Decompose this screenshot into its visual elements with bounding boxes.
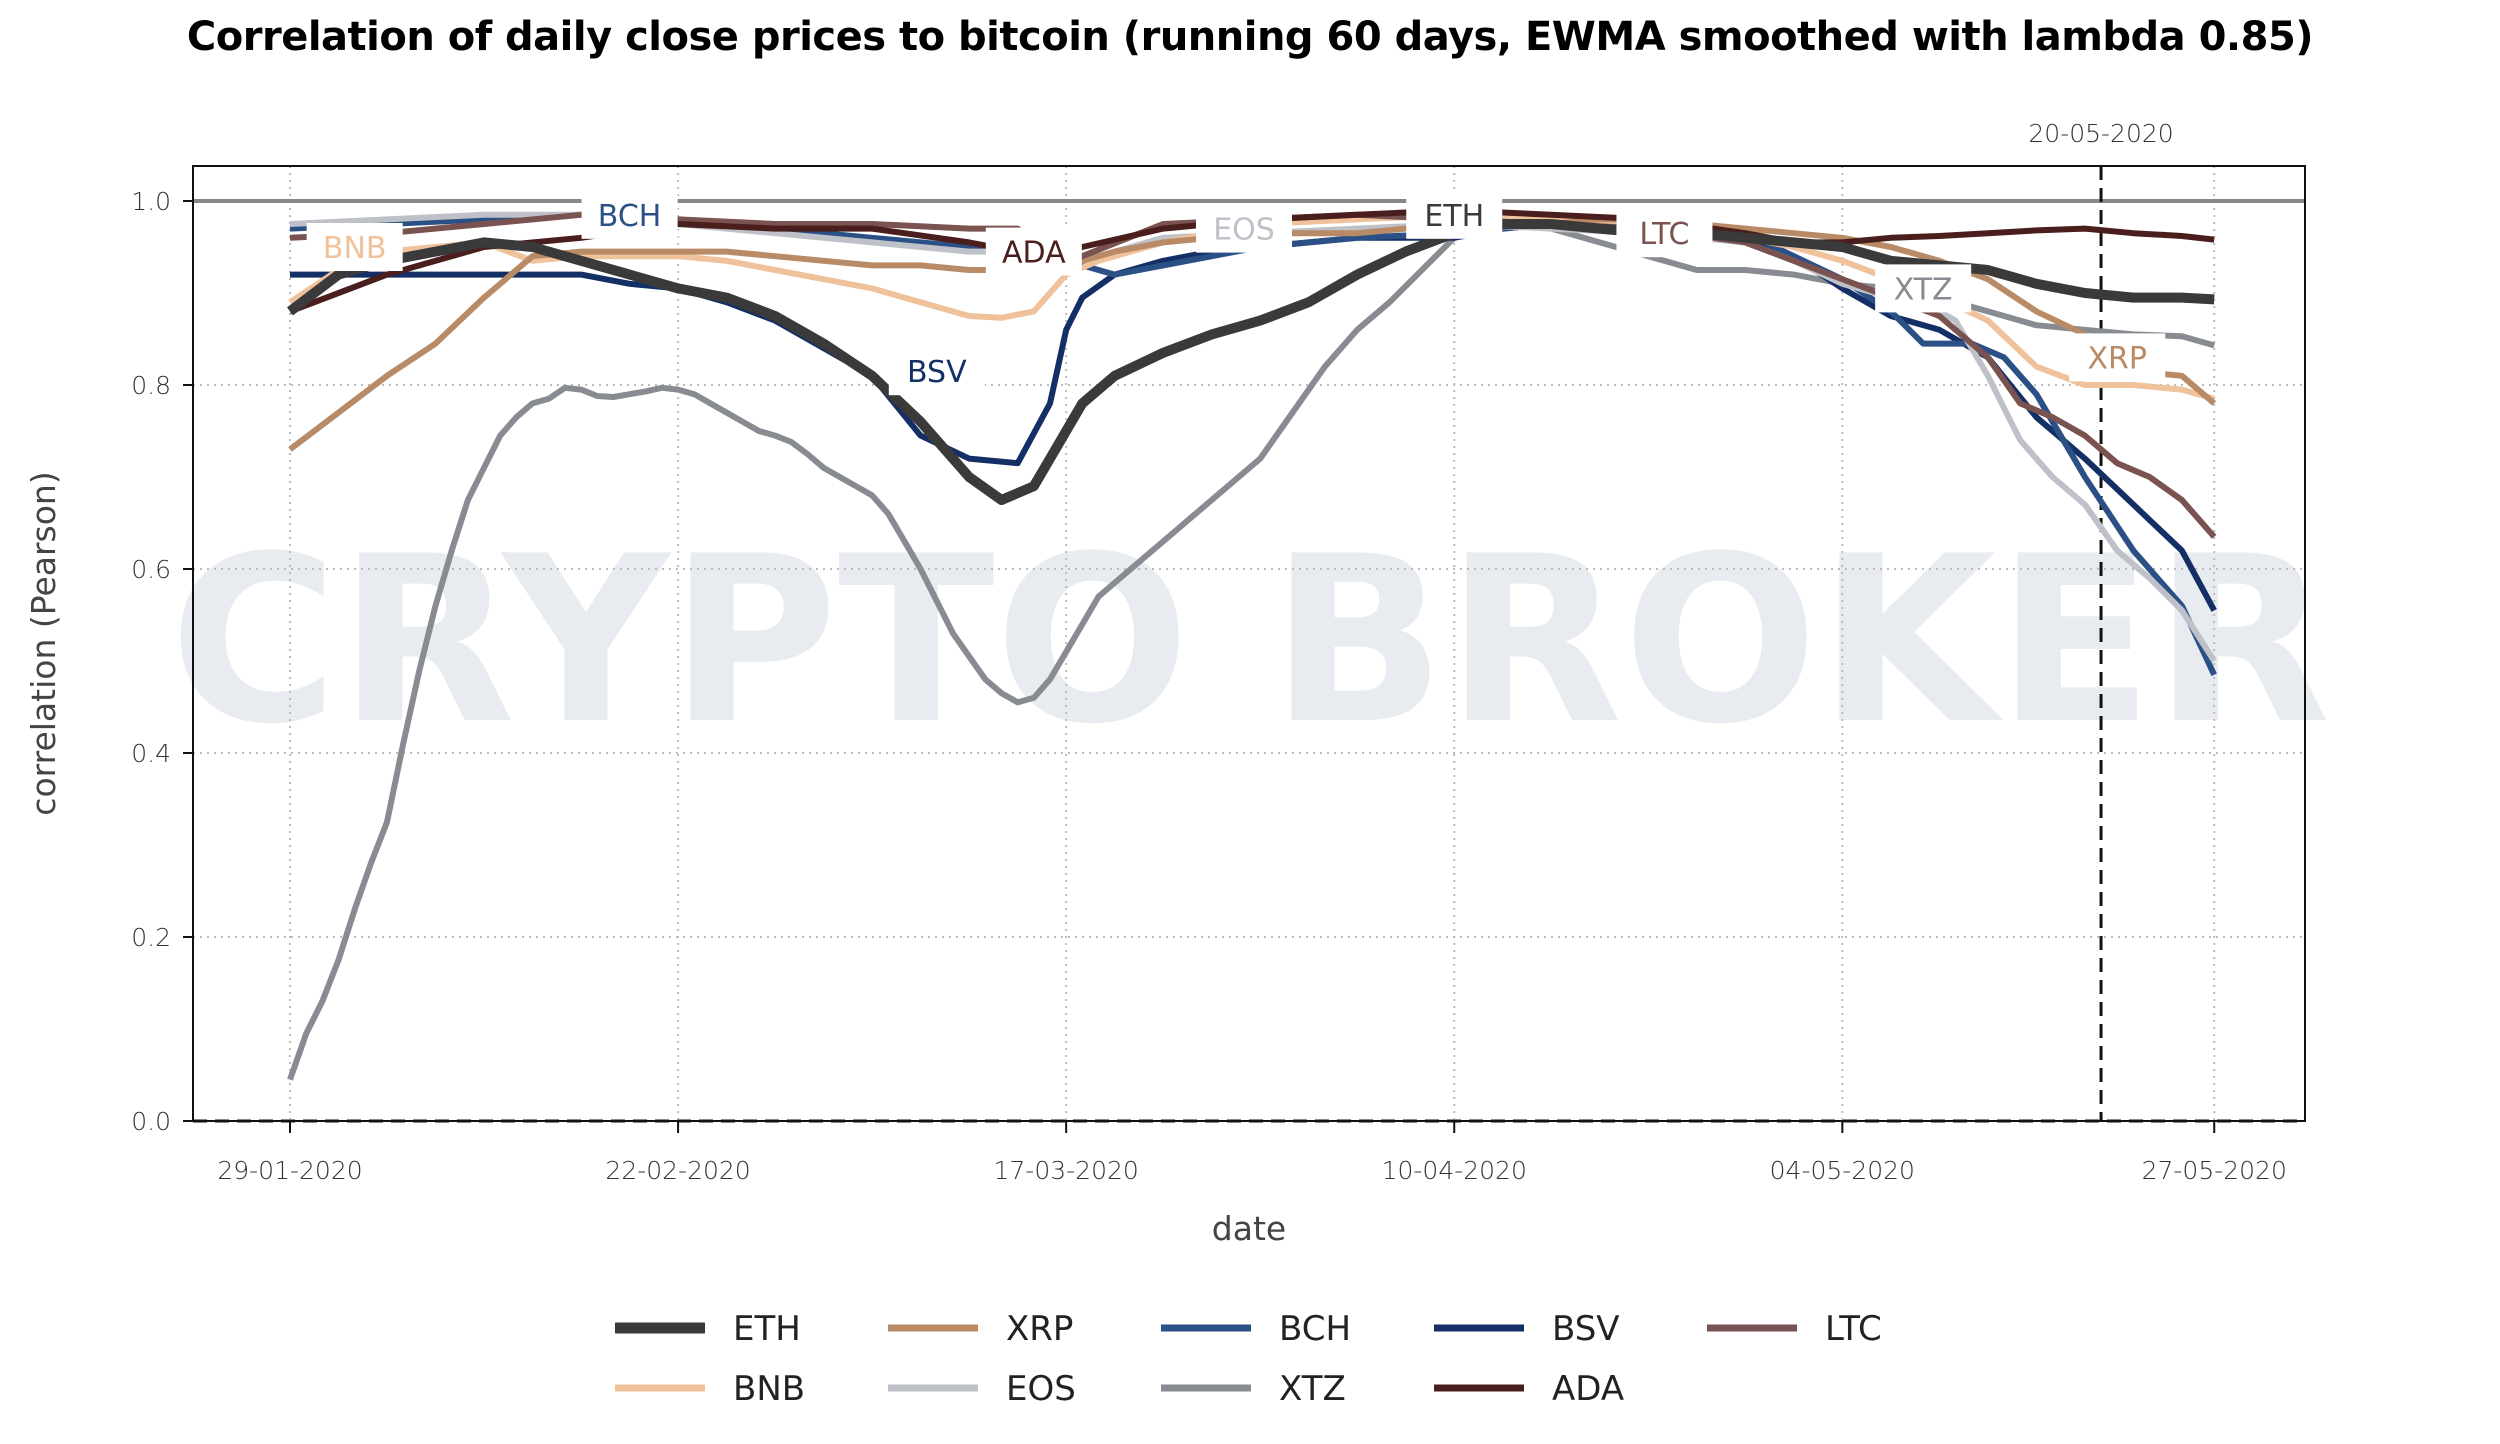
legend-label-bnb: BNB	[733, 1369, 805, 1409]
series-label-bg	[985, 227, 1082, 276]
chart-title: Correlation of daily close prices to bit…	[186, 14, 2314, 60]
plot-frame	[192, 165, 2306, 1122]
legend-label-bch: BCH	[1279, 1309, 1351, 1349]
watermark: CRYPTO BROKER	[169, 508, 2330, 775]
legend-label-ada: ADA	[1552, 1369, 1624, 1409]
legend-label-eth: ETH	[733, 1309, 801, 1349]
legend-label-xrp: XRP	[1006, 1309, 1073, 1349]
series-label-bg	[1406, 190, 1503, 239]
x-tick-label: 17-03-2020	[994, 1156, 1139, 1185]
series-label-bg	[2069, 333, 2166, 382]
x-tick-label: 29-01-2020	[217, 1156, 362, 1185]
y-tick-label: 0.8	[131, 371, 171, 400]
legend-label-eos: EOS	[1006, 1369, 1076, 1409]
series-line-ada	[288, 207, 2215, 315]
series-line-xrp	[288, 216, 2217, 452]
x-axis-label: date	[1212, 1209, 1286, 1248]
series-line-eth	[286, 219, 2215, 505]
series-label-bg	[306, 223, 403, 271]
series-label-bg	[581, 190, 678, 239]
series-label-bg	[888, 347, 985, 396]
series-label-bg	[1196, 204, 1293, 253]
series-label-bg	[1875, 264, 1972, 313]
grid	[193, 166, 2305, 1121]
series-label-xtz: XTZ	[1894, 272, 1953, 307]
y-tick-label: 0.6	[131, 555, 171, 584]
series-label-bg	[1616, 209, 1713, 258]
legend-label-ltc: LTC	[1825, 1309, 1882, 1349]
legend: ETH XRP BCH BSV LTC BNB EOS XTZ ADA	[615, 1309, 1882, 1409]
y-tick-label: 0.4	[131, 739, 171, 768]
series-label-bsv: BSV	[907, 355, 967, 390]
y-tick-label: 0.2	[131, 923, 171, 952]
x-tick-label: 22-02-2020	[605, 1156, 750, 1185]
series-label-bch: BCH	[598, 199, 662, 234]
marker-date-label: 20-05-2020	[2028, 119, 2173, 148]
y-tick-label: 1.0	[131, 187, 171, 216]
x-axis: 29-01-2020 22-02-2020 17-03-2020 10-04-2020…	[217, 1121, 2287, 1185]
series-label-eos: EOS	[1213, 213, 1275, 248]
x-tick-label: 04-05-2020	[1770, 1156, 1915, 1185]
series-label-xrp: XRP	[2087, 341, 2147, 376]
series-line-xtz	[287, 221, 2216, 1081]
x-tick-label: 27-05-2020	[2142, 1156, 2287, 1185]
legend-label-bsv: BSV	[1552, 1309, 1620, 1349]
y-axis-label: correlation (Pearson)	[24, 471, 63, 815]
series-label-ltc: LTC	[1639, 217, 1689, 252]
y-tick-label: 0.0	[131, 1107, 171, 1136]
legend-label-xtz: XTZ	[1279, 1369, 1346, 1409]
series-label-bnb: BNB	[323, 231, 387, 266]
x-tick-label: 10-04-2020	[1382, 1156, 1527, 1185]
series-label-ada: ADA	[1002, 236, 1066, 271]
series-labels: ETH XRP BCH BSV LTC BNB EOS XTZ ADA	[306, 190, 2166, 396]
y-axis: 0.0 0.2 0.4 0.6 0.8 1.0	[131, 187, 193, 1136]
series-label-eth: ETH	[1424, 199, 1484, 234]
